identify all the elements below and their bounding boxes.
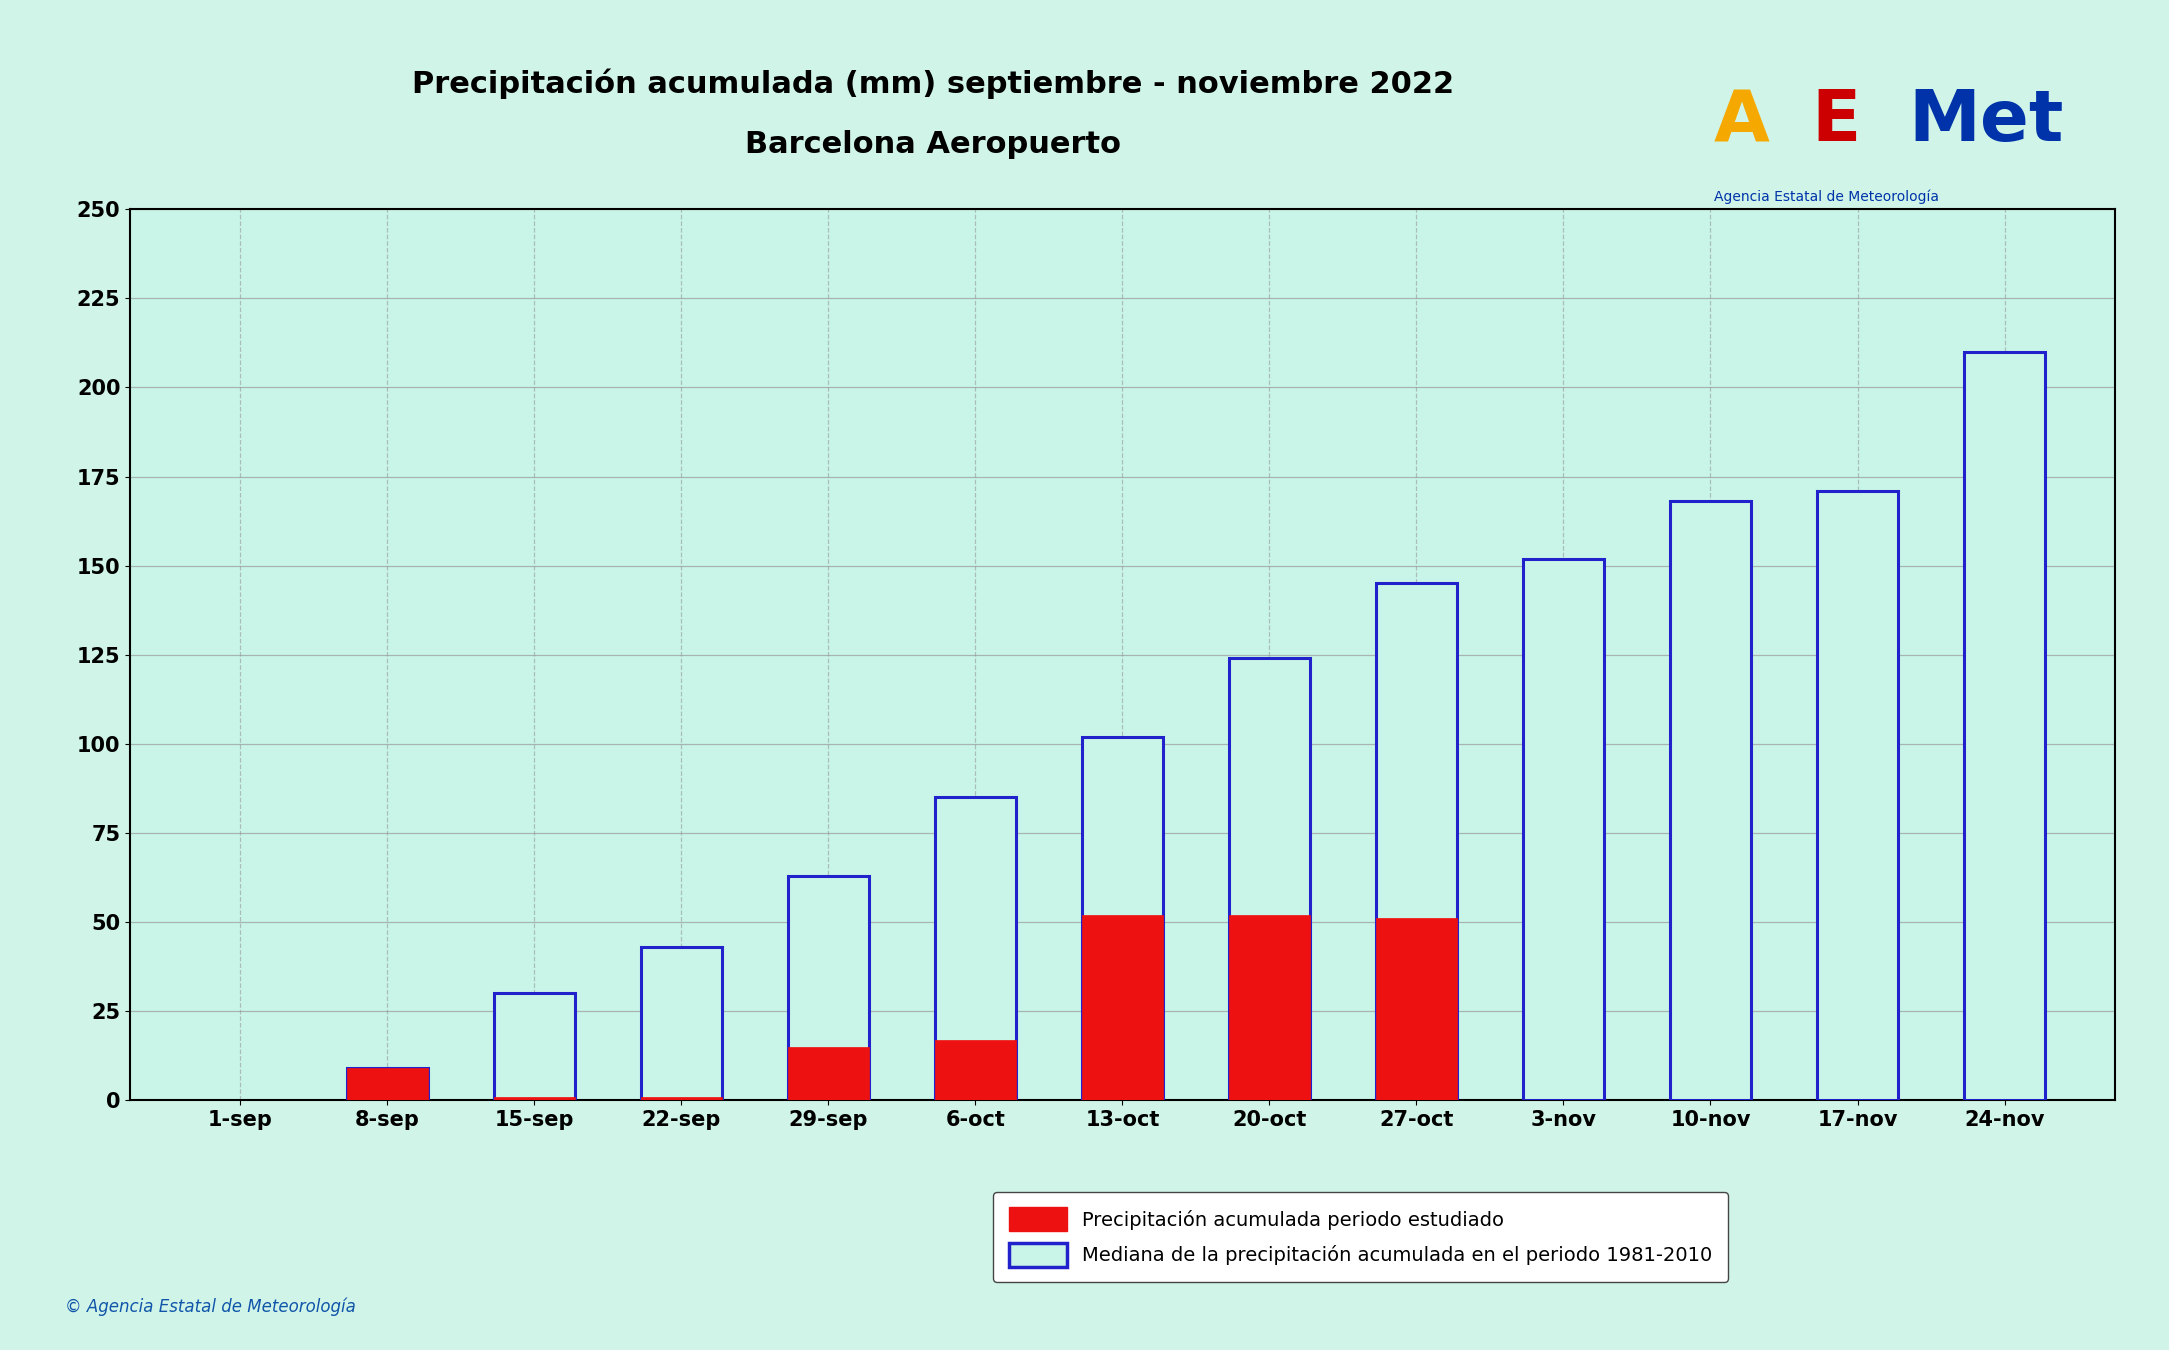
Bar: [347, 1068, 427, 1100]
Bar: [347, 1068, 427, 1100]
Bar: [935, 1040, 1015, 1100]
Bar: [1818, 491, 1898, 1100]
Bar: [1082, 737, 1163, 1100]
Bar: [642, 1096, 722, 1100]
Bar: [1082, 915, 1163, 1100]
Bar: [787, 1046, 870, 1100]
Text: © Agencia Estatal de Meteorología: © Agencia Estatal de Meteorología: [65, 1297, 356, 1316]
Bar: [787, 876, 870, 1100]
Bar: [935, 798, 1015, 1100]
Bar: [1670, 501, 1750, 1100]
Bar: [1375, 918, 1458, 1100]
Text: Precipitación acumulada (mm) septiembre - noviembre 2022: Precipitación acumulada (mm) septiembre …: [412, 69, 1453, 99]
Text: Barcelona Aeropuerto: Barcelona Aeropuerto: [744, 130, 1121, 159]
Legend: Precipitación acumulada periodo estudiado, Mediana de la precipitación acumulada: Precipitación acumulada periodo estudiad…: [993, 1192, 1729, 1282]
Bar: [495, 1096, 575, 1100]
Bar: [495, 994, 575, 1100]
Bar: [1965, 352, 2045, 1100]
Text: Agencia Estatal de Meteorología: Agencia Estatal de Meteorología: [1714, 190, 1939, 204]
Bar: [1523, 559, 1603, 1100]
Text: E: E: [1811, 86, 1861, 157]
Bar: [1375, 583, 1458, 1100]
Text: A: A: [1714, 86, 1770, 157]
Text: Met: Met: [1909, 86, 2065, 157]
Bar: [1230, 659, 1310, 1100]
Bar: [642, 946, 722, 1100]
Bar: [1230, 915, 1310, 1100]
